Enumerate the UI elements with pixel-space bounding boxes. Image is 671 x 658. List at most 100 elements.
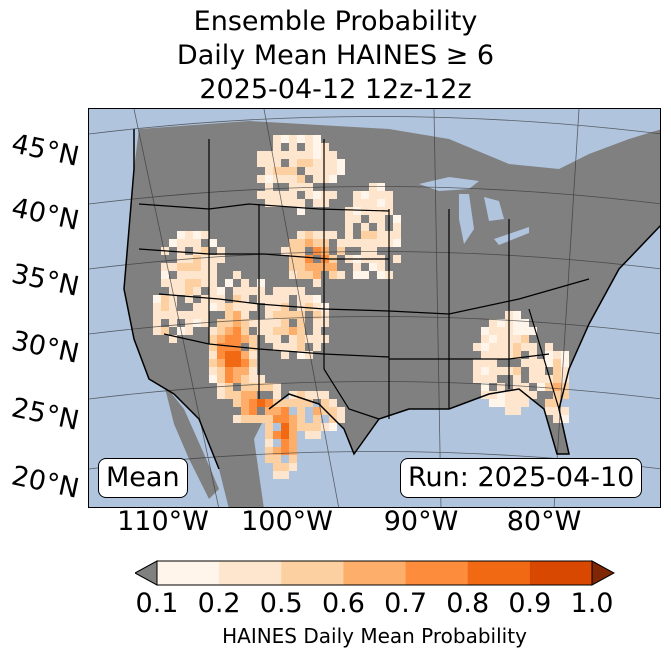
probability-cell (529, 375, 537, 383)
probability-cell (305, 391, 313, 399)
probability-cell (161, 295, 169, 303)
probability-cell (233, 303, 241, 311)
probability-cell (489, 367, 497, 375)
probability-cell (209, 303, 217, 311)
probability-cell (561, 367, 569, 375)
probability-cell (393, 231, 401, 239)
probability-cell (521, 391, 529, 399)
probability-cell (281, 447, 289, 455)
probability-cell (553, 375, 561, 383)
probability-cell (361, 207, 369, 215)
probability-cell (265, 183, 273, 191)
probability-cell (193, 247, 201, 255)
probability-cell (305, 135, 313, 143)
probability-cell (217, 287, 225, 295)
probability-cell (177, 255, 185, 263)
probability-cell (513, 407, 521, 415)
probability-cell (481, 367, 489, 375)
baja-peninsula (164, 384, 219, 499)
probability-cell (481, 359, 489, 367)
probability-cell (297, 311, 305, 319)
probability-cell (193, 279, 201, 287)
probability-cell (265, 191, 273, 199)
probability-cell (209, 351, 217, 359)
probability-cell (313, 343, 321, 351)
probability-cell (185, 263, 193, 271)
probability-cell (305, 263, 313, 271)
probability-cell (377, 199, 385, 207)
probability-cell (497, 319, 505, 327)
probability-cell (369, 247, 377, 255)
probability-cell (297, 247, 305, 255)
probability-cell (249, 391, 257, 399)
probability-cell (289, 287, 297, 295)
probability-cell (241, 295, 249, 303)
probability-cell (161, 327, 169, 335)
probability-cell (273, 463, 281, 471)
probability-cell (361, 223, 369, 231)
probability-cell (313, 135, 321, 143)
probability-cell (281, 175, 289, 183)
probability-cell (305, 231, 313, 239)
probability-cell (169, 335, 177, 343)
probability-cell (225, 279, 233, 287)
probability-cell (545, 383, 553, 391)
probability-cell (161, 279, 169, 287)
probability-cell (489, 335, 497, 343)
probability-cell (529, 327, 537, 335)
probability-cell (481, 375, 489, 383)
probability-cell (217, 359, 225, 367)
colorbar-tick: 1.0 (570, 588, 614, 619)
probability-cell (233, 399, 241, 407)
probability-cell (505, 407, 513, 415)
probability-cell (177, 287, 185, 295)
probability-cell (241, 351, 249, 359)
probability-cell (201, 255, 209, 263)
probability-cell (561, 391, 569, 399)
probability-cell (297, 399, 305, 407)
probability-cell (217, 383, 225, 391)
probability-cell (537, 367, 545, 375)
probability-cell (473, 343, 481, 351)
probability-cell (313, 423, 321, 431)
probability-cell (497, 391, 505, 399)
probability-cell (369, 239, 377, 247)
probability-cell (505, 399, 513, 407)
probability-cell (313, 295, 321, 303)
probability-cell (289, 447, 297, 455)
probability-cell (377, 183, 385, 191)
probability-cell (297, 335, 305, 343)
probability-cell (321, 399, 329, 407)
probability-cell (257, 399, 265, 407)
probability-cell (217, 351, 225, 359)
probability-cell (225, 327, 233, 335)
probability-cell (353, 207, 361, 215)
probability-cell (369, 199, 377, 207)
probability-cell (241, 399, 249, 407)
probability-cell (377, 223, 385, 231)
probability-cell (217, 343, 225, 351)
colorbar-tick: 0.5 (259, 588, 303, 619)
probability-cell (297, 351, 305, 359)
probability-cell (289, 135, 297, 143)
probability-cell (329, 159, 337, 167)
probability-cell (217, 375, 225, 383)
probability-cell (297, 175, 305, 183)
probability-cell (201, 271, 209, 279)
mean-label-box: Mean (98, 458, 188, 498)
probability-cell (153, 303, 161, 311)
probability-cell (233, 351, 241, 359)
probability-cell (489, 351, 497, 359)
probability-cell (257, 287, 265, 295)
probability-cell (193, 271, 201, 279)
probability-cell (153, 311, 161, 319)
probability-cell (313, 231, 321, 239)
probability-cell (281, 399, 289, 407)
probability-cell (281, 423, 289, 431)
lon-label-90w: 90°W (383, 506, 459, 537)
probability-cell (345, 207, 353, 215)
probability-cell (225, 303, 233, 311)
probability-cell (209, 279, 217, 287)
probability-cell (489, 343, 497, 351)
probability-cell (193, 287, 201, 295)
